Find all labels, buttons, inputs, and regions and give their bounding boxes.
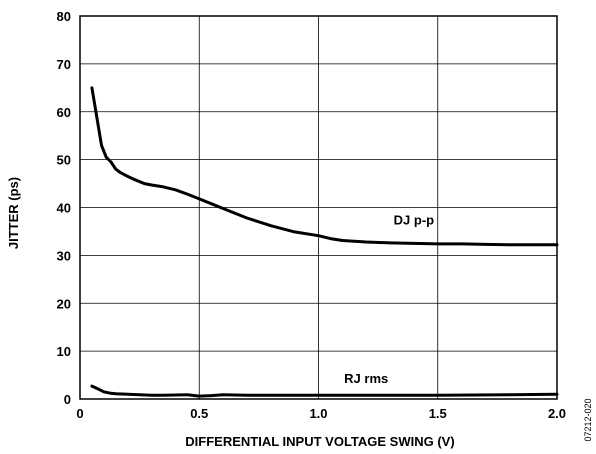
x-tick-label: 1.5 [429,406,447,421]
document-id: 07212-020 [583,398,593,441]
x-tick-label: 0.5 [190,406,208,421]
x-tick-label: 1.0 [309,406,327,421]
series-line-dj-p-p [90,86,559,247]
y-tick-label: 50 [57,153,71,168]
y-tick-label: 70 [57,57,71,72]
y-axis-title: JITTER (ps) [6,177,21,249]
series-labels: DJ p-p RJ rms [344,212,434,386]
y-tick-label: 0 [64,392,71,407]
series-lines [90,86,559,398]
y-tick-label: 60 [57,105,71,120]
y-tick-label: 30 [57,248,71,263]
y-tick-label: 40 [57,201,71,216]
x-tick-label: 2.0 [548,406,566,421]
series-label-dj-p-p: DJ p-p [394,212,435,227]
x-tick-labels: 0 0.5 1.0 1.5 2.0 [76,406,566,421]
x-tick-label: 0 [76,406,83,421]
y-tick-label: 80 [57,9,71,24]
series-label-rj-rms: RJ rms [344,371,388,386]
plot-frame [79,15,558,400]
x-axis-title: DIFFERENTIAL INPUT VOLTAGE SWING (V) [185,434,454,449]
y-tick-label: 10 [57,344,71,359]
series-line-rj-rms [90,384,559,398]
y-tick-labels: 0 10 20 30 40 50 60 70 80 [57,9,71,407]
y-tick-label: 20 [57,296,71,311]
grid-lines [80,16,557,399]
